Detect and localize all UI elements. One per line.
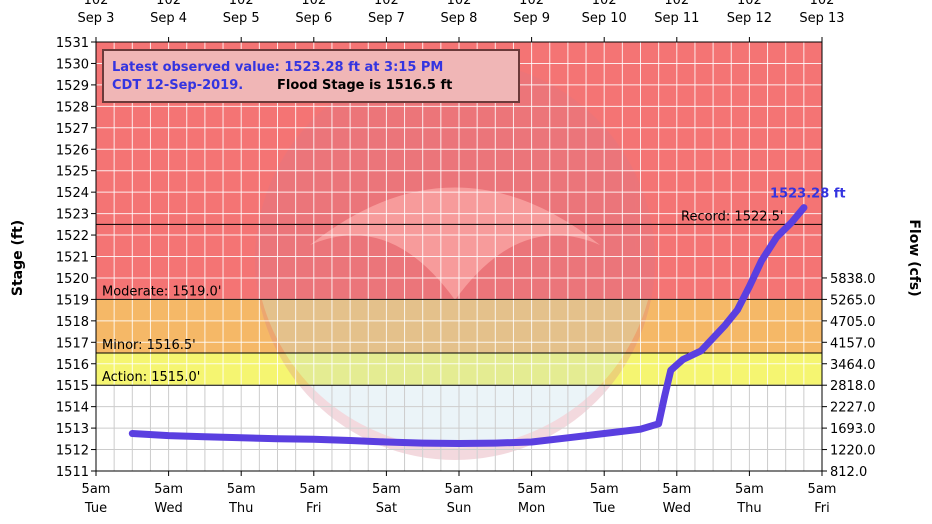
x-tick-time: 5am — [808, 482, 837, 497]
y-tick-label: 1515 — [56, 379, 89, 394]
top-tick-value: 102 — [810, 0, 835, 8]
y-tick-label: 1511 — [56, 465, 89, 480]
y-tick-label: 1531 — [56, 36, 89, 51]
y-tick-label: 1513 — [56, 422, 89, 437]
watermark-gull — [310, 187, 600, 300]
top-tick-value: 102 — [592, 0, 617, 8]
observation-line2a: CDT 12-Sep-2019. — [112, 78, 243, 93]
x-tick-day: Sat — [376, 501, 397, 516]
observation-box: Latest observed value: 1523.28 ft at 3:1… — [102, 49, 520, 103]
y-tick-label: 1522 — [56, 229, 89, 244]
y-tick-label: 1527 — [56, 122, 89, 137]
top-tick-value: 102 — [229, 0, 254, 8]
observation-box-frame — [102, 49, 520, 103]
stage-line — [128, 204, 808, 447]
y-tick-label: 1512 — [56, 444, 89, 459]
top-tick-value: 102 — [664, 0, 689, 8]
x-tick-time: 5am — [227, 482, 256, 497]
level-label-action: Action: 1515.0' — [102, 370, 200, 385]
x-tick-day: Tue — [592, 501, 615, 516]
y-tick-label: 1526 — [56, 143, 89, 158]
x-tick-day: Tue — [84, 501, 107, 516]
watermark-lower — [262, 300, 648, 448]
x-tick-day: Wed — [663, 501, 691, 516]
observation-line1: Latest observed value: 1523.28 ft at 3:1… — [112, 60, 443, 75]
y-tick-label: 1518 — [56, 315, 89, 330]
level-label-moderate: Moderate: 1519.0' — [102, 284, 221, 299]
y-tick-label: 1523 — [56, 208, 89, 223]
stage-series: 1523.28 ft — [128, 187, 846, 447]
y-tick-label: 1529 — [56, 79, 89, 94]
x-tick-time: 5am — [590, 482, 619, 497]
top-tick-value: 102 — [84, 0, 109, 8]
flow-tick-label: 4157.0 — [830, 336, 876, 351]
top-tick-value: 102 — [301, 0, 326, 8]
x-tick-time: 5am — [154, 482, 183, 497]
observation-line2b: Flood Stage is 1516.5 ft — [277, 78, 452, 93]
y-tick-label: 1524 — [56, 186, 89, 201]
level-label-minor: Minor: 1516.5' — [102, 338, 196, 353]
x-tick-day: Fri — [814, 501, 830, 516]
x-tick-time: 5am — [517, 482, 546, 497]
flow-tick-label: 2818.0 — [830, 379, 876, 394]
watermark-disc — [255, 60, 655, 460]
y-tick-label: 1516 — [56, 358, 89, 373]
flow-tick-label: 5838.0 — [830, 272, 876, 287]
x-tick-time: 5am — [299, 482, 328, 497]
flow-tick-label: 3464.0 — [830, 358, 876, 373]
flow-tick-label: 1220.0 — [830, 444, 876, 459]
axes: 1511 1512 1513 1514 1515 1516 1517 1518 1519 1520… — [56, 0, 876, 516]
top-tick-date: Sep 4 — [150, 11, 187, 26]
grid-lines — [95, 41, 823, 472]
y-tick-label: 1528 — [56, 100, 89, 115]
top-tick-date: Sep 8 — [441, 11, 478, 26]
y-tick-label: 1519 — [56, 293, 89, 308]
y-tick-label: 1530 — [56, 57, 89, 72]
y-axis-title: Stage (ft) — [10, 220, 26, 296]
x-tick-day: Thu — [736, 501, 761, 516]
level-label-record: Record: 1522.5' — [681, 209, 784, 224]
x-tick-time: 5am — [82, 482, 111, 497]
x-tick-time: 5am — [445, 482, 474, 497]
top-tick-date: Sep 11 — [654, 11, 699, 26]
y-tick-label: 1520 — [56, 272, 89, 287]
x-tick-time: 5am — [735, 482, 764, 497]
noaa-watermark — [255, 60, 655, 460]
y2-axis-title: Flow (cfs) — [906, 219, 922, 296]
x-tick-time: 5am — [662, 482, 691, 497]
flow-tick-label: 1693.0 — [830, 422, 876, 437]
top-tick-date: Sep 9 — [513, 11, 550, 26]
top-tick-date: Sep 7 — [368, 11, 405, 26]
y-tick-label: 1517 — [56, 336, 89, 351]
top-tick-date: Sep 12 — [727, 11, 772, 26]
x-tick-time: 5am — [372, 482, 401, 497]
top-tick-date: Sep 6 — [295, 11, 332, 26]
x-tick-day: Wed — [154, 501, 182, 516]
flow-tick-label: 812.0 — [830, 465, 867, 480]
x-tick-day: Mon — [518, 501, 545, 516]
y-tick-label: 1521 — [56, 251, 89, 266]
y-tick-label: 1514 — [56, 401, 89, 416]
x-tick-day: Thu — [228, 501, 253, 516]
last-value-label: 1523.28 ft — [770, 187, 846, 202]
top-tick-value: 102 — [447, 0, 472, 8]
top-tick-date: Sep 13 — [799, 11, 844, 26]
flow-tick-label: 5265.0 — [830, 293, 876, 308]
top-tick-value: 102 — [374, 0, 399, 8]
x-tick-day: Sun — [447, 501, 472, 516]
top-tick-date: Sep 10 — [582, 11, 627, 26]
top-tick-value: 102 — [519, 0, 544, 8]
top-tick-value: 102 — [156, 0, 181, 8]
flow-tick-label: 4705.0 — [830, 315, 876, 330]
top-tick-value: 102 — [737, 0, 762, 8]
top-tick-date: Sep 3 — [78, 11, 115, 26]
top-tick-date: Sep 5 — [223, 11, 260, 26]
y-tick-label: 1525 — [56, 165, 89, 180]
flow-tick-label: 2227.0 — [830, 401, 876, 416]
x-tick-day: Fri — [306, 501, 322, 516]
